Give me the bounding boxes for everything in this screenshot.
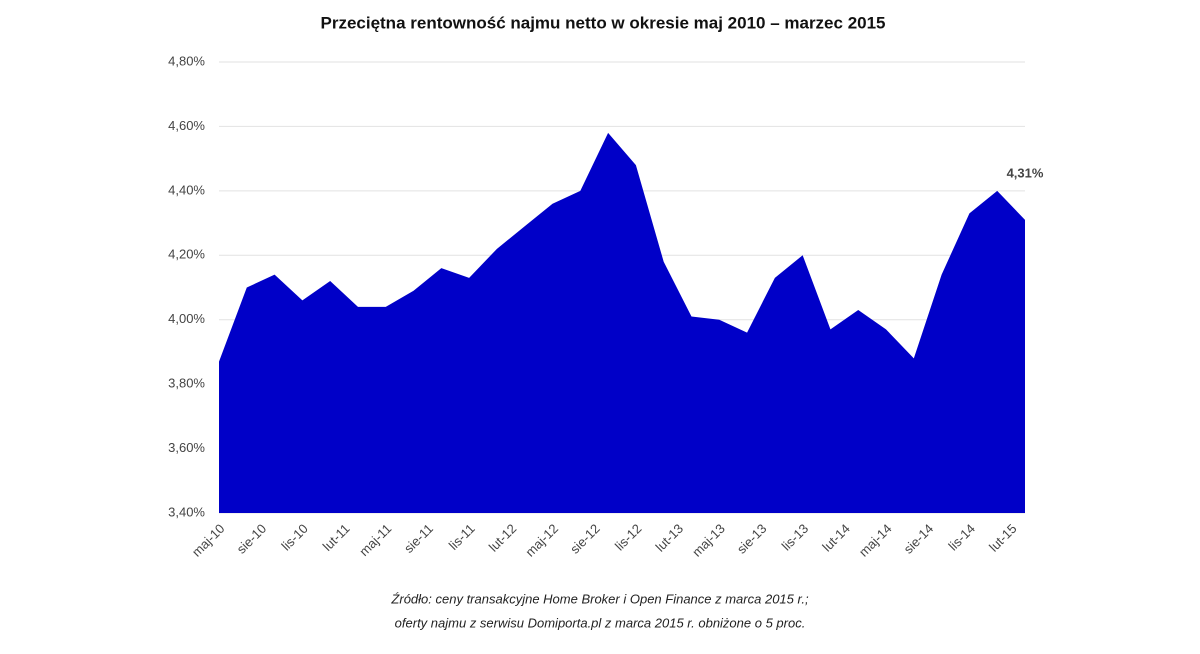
x-tick-label: sie-14 <box>901 521 937 557</box>
x-tick-label: lis-14 <box>945 521 978 554</box>
x-tick-label: lut-12 <box>486 521 520 555</box>
source-note: Źródło: ceny transakcyjne Home Broker i … <box>390 591 809 606</box>
x-tick-label: maj-10 <box>189 521 228 560</box>
x-tick-label: lut-13 <box>653 521 687 555</box>
y-tick-label: 4,00% <box>168 311 205 326</box>
y-tick-label: 3,60% <box>168 440 205 455</box>
x-tick-label: sie-12 <box>567 521 603 557</box>
area <box>219 132 1025 513</box>
chart-title: Przeciętna rentowność najmu netto w okre… <box>320 13 885 32</box>
x-tick-label: lis-12 <box>612 521 645 554</box>
x-tick-label: maj-13 <box>689 521 728 560</box>
y-tick-label: 3,40% <box>168 504 205 519</box>
value-label: 4,31% <box>1007 165 1044 180</box>
x-tick-label: sie-10 <box>234 521 270 557</box>
y-tick-label: 4,20% <box>168 247 205 262</box>
x-tick-label: lut-14 <box>819 521 853 555</box>
source-note: oferty najmu z serwisu Domiporta.pl z ma… <box>395 615 806 630</box>
y-tick-label: 3,80% <box>168 376 205 391</box>
x-tick-label: maj-12 <box>522 521 561 560</box>
x-tick-label: maj-11 <box>356 521 394 559</box>
y-tick-label: 4,60% <box>168 118 205 133</box>
x-tick-label: maj-14 <box>856 521 895 560</box>
y-tick-label: 4,40% <box>168 182 205 197</box>
x-tick-label: lut-11 <box>320 521 353 554</box>
x-tick-label: lis-10 <box>278 521 311 554</box>
y-tick-label: 4,80% <box>168 53 205 68</box>
x-tick-label: lut-15 <box>986 521 1020 555</box>
x-tick-label: lis-13 <box>779 521 812 554</box>
x-tick-label: sie-11 <box>401 521 436 556</box>
x-tick-label: sie-13 <box>734 521 770 557</box>
x-tick-label: lis-11 <box>446 521 478 553</box>
